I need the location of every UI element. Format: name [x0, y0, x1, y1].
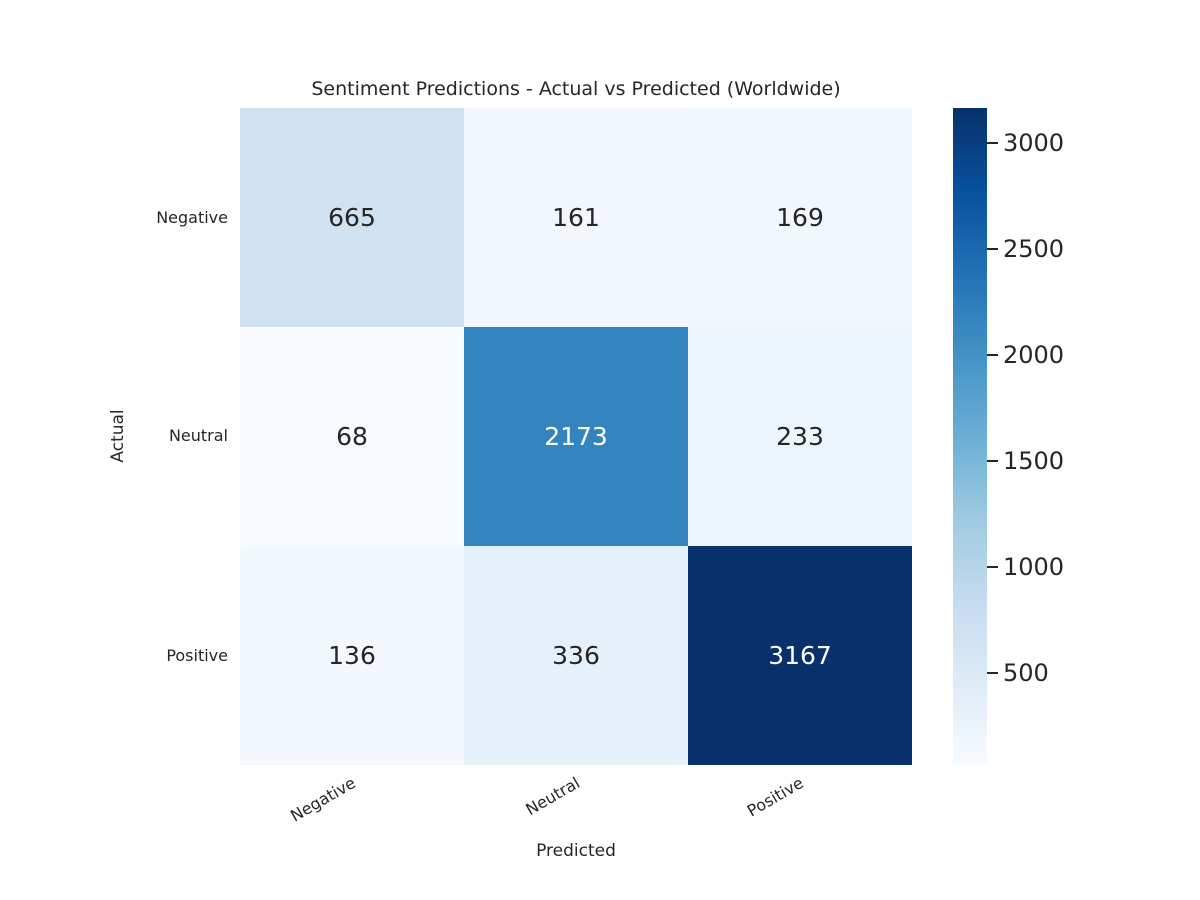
cell-value: 233 [776, 422, 824, 451]
heatmap-cell: 136 [240, 546, 464, 765]
x-axis-label: Predicted [536, 841, 616, 861]
tick-mark [987, 248, 998, 251]
heatmap-cell: 161 [464, 108, 688, 327]
colorbar-tick: 2500 [987, 235, 1064, 263]
cell-value: 169 [776, 203, 824, 232]
tick-mark [987, 460, 998, 463]
colorbar-tick: 3000 [987, 129, 1064, 157]
cell-value: 665 [328, 203, 376, 232]
cell-value: 336 [552, 641, 600, 670]
colorbar-tick: 1000 [987, 553, 1064, 581]
x-tick-negative: Negative [287, 773, 359, 826]
heatmap-cell: 2173 [464, 327, 688, 546]
tick-mark [987, 566, 998, 569]
colorbar-tick-label: 2000 [1003, 341, 1065, 370]
colorbar-tick-label: 1000 [1003, 553, 1065, 582]
colorbar-tick-label: 1500 [1003, 447, 1065, 476]
y-tick-negative: Negative [156, 208, 228, 227]
heatmap-cell: 233 [688, 327, 912, 546]
tick-mark [987, 142, 998, 145]
colorbar-tick-label: 500 [1003, 659, 1049, 688]
heatmap-cell: 3167 [688, 546, 912, 765]
y-tick-positive: Positive [166, 646, 228, 665]
x-tick-positive: Positive [744, 773, 807, 821]
colorbar-tick: 500 [987, 659, 1049, 687]
colorbar-tick: 2000 [987, 341, 1064, 369]
y-tick-neutral: Neutral [168, 426, 228, 445]
cell-value: 68 [336, 422, 368, 451]
tick-mark [987, 672, 998, 675]
heatmap-cell: 169 [688, 108, 912, 327]
tick-mark [987, 354, 998, 357]
colorbar-gradient [953, 108, 987, 765]
cell-value: 3167 [768, 641, 832, 670]
heatmap-cell: 336 [464, 546, 688, 765]
colorbar: 3000 2500 2000 1500 1000 500 [953, 108, 1093, 765]
colorbar-tick-label: 3000 [1003, 129, 1065, 158]
x-tick-neutral: Neutral [522, 773, 583, 820]
heatmap-grid: 665 161 169 68 2173 233 136 336 3167 [240, 108, 912, 765]
colorbar-tick-label: 2500 [1003, 235, 1065, 264]
cell-value: 136 [328, 641, 376, 670]
heatmap-cell: 68 [240, 327, 464, 546]
cell-value: 161 [552, 203, 600, 232]
y-axis-label: Actual [108, 409, 128, 463]
chart-title: Sentiment Predictions - Actual vs Predic… [311, 78, 841, 100]
colorbar-tick: 1500 [987, 447, 1064, 475]
cell-value: 2173 [544, 422, 608, 451]
heatmap-cell: 665 [240, 108, 464, 327]
